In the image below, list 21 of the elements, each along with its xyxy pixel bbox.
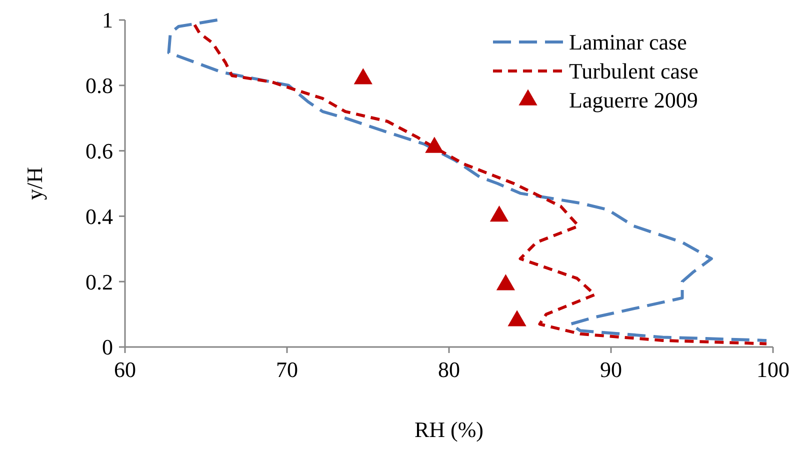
x-axis-title: RH (%) [414, 417, 484, 442]
point [425, 136, 444, 153]
y-tick-label: 0.6 [86, 138, 113, 164]
y-tick-label: 1 [102, 8, 113, 33]
x-tick-label: 60 [114, 357, 136, 382]
point [490, 205, 509, 222]
legend-label: Laguerre 2009 [569, 88, 698, 113]
y-tick-label: 0.8 [86, 73, 113, 98]
legend-label: Laminar case [569, 30, 687, 55]
y-axis-title: y/H [22, 166, 47, 200]
x-tick-label: 100 [756, 357, 790, 382]
point [354, 68, 372, 84]
y-tick-label: 0.4 [86, 204, 113, 229]
point [508, 310, 526, 326]
y-tick-label: 0 [102, 334, 113, 360]
x-tick-label: 70 [276, 357, 298, 382]
point [496, 274, 516, 290]
y-tick-label: 0.2 [86, 269, 113, 294]
legend-label: Turbulent case [569, 58, 698, 84]
x-tick-label: 80 [438, 357, 460, 382]
x-tick-label: 90 [600, 357, 622, 382]
